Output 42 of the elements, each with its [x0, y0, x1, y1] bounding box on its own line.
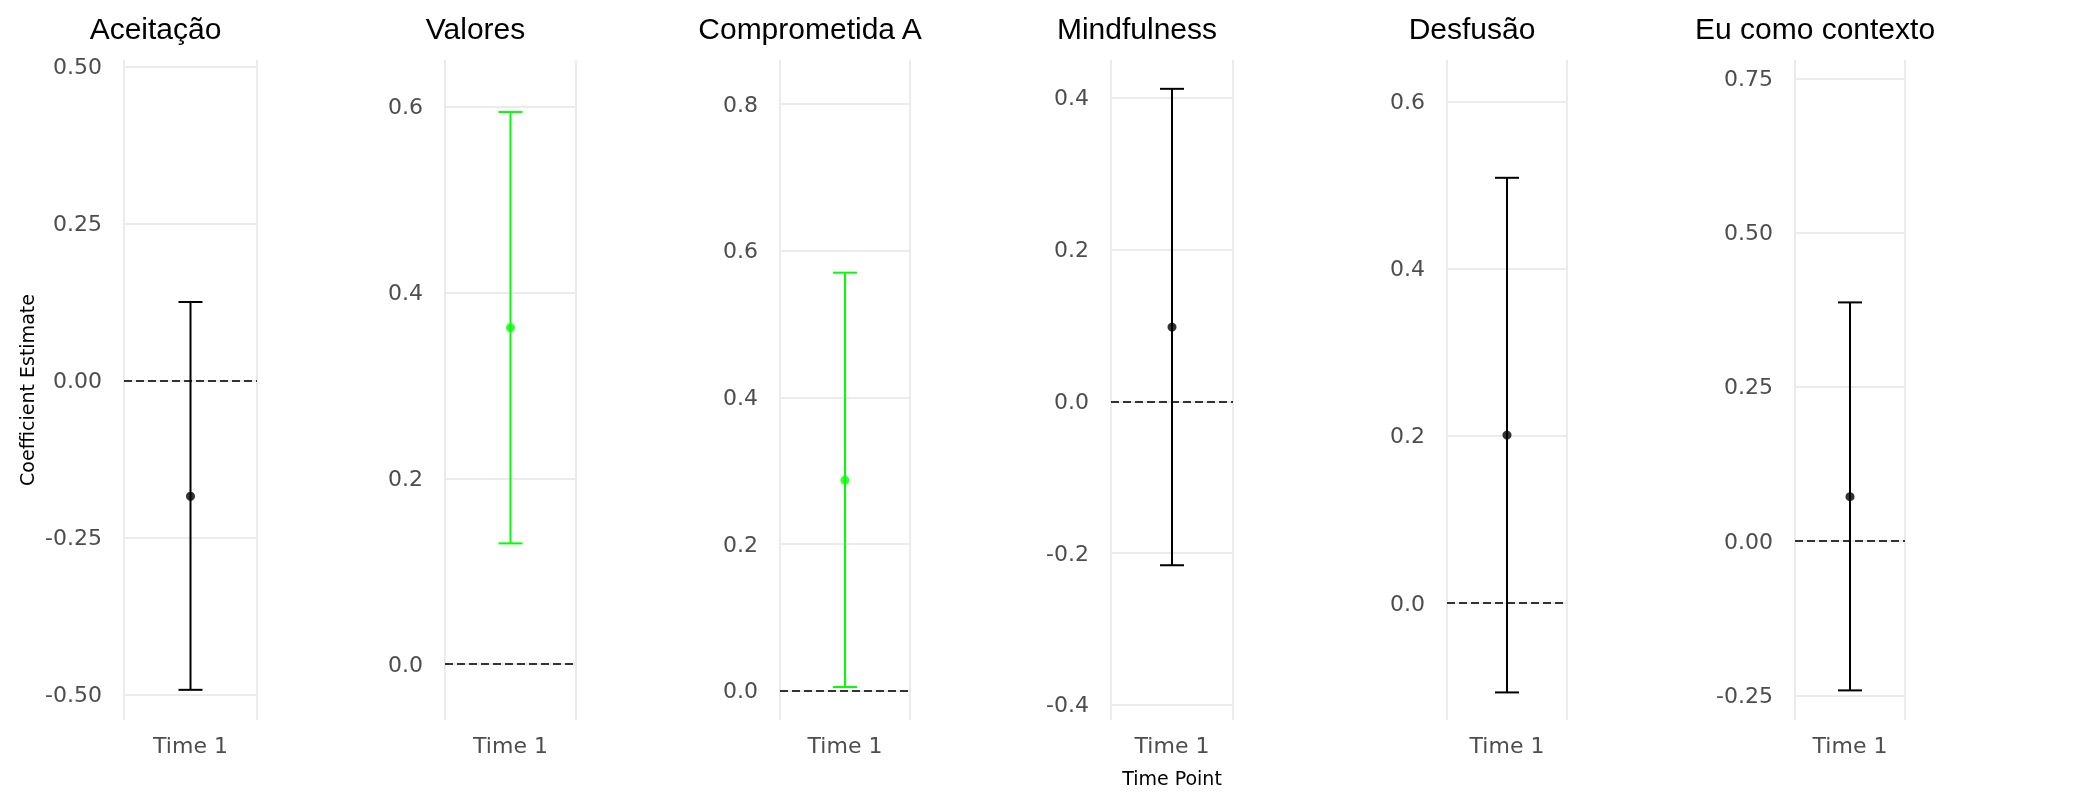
x-tick-label: Time 1 — [806, 732, 883, 758]
x-tick-label: Time 1 — [152, 732, 228, 758]
x-axis-title: Time Point — [1121, 766, 1222, 789]
x-tick-label: Time 1 — [472, 732, 548, 758]
y-tick-label: 0.4 — [723, 384, 758, 410]
y-tick-label: 0.0 — [1390, 590, 1425, 616]
y-tick-label: 0.2 — [1390, 423, 1425, 449]
y-tick-label: 0.6 — [1390, 89, 1425, 115]
y-tick-label: 0.2 — [1054, 237, 1089, 263]
y-tick-label: 0.0 — [1054, 388, 1089, 414]
y-tick-label: 0.50 — [1724, 220, 1773, 246]
y-tick-label: 0.6 — [388, 93, 423, 119]
chart-title: Eu como contexto — [1694, 11, 1936, 45]
y-tick-label: 0.8 — [723, 91, 758, 117]
y-axis-title: Coefficient Estimate — [15, 294, 38, 486]
y-tick-label: 0.0 — [388, 651, 423, 677]
y-tick-label: 0.6 — [723, 238, 758, 264]
x-tick-label: Time 1 — [1811, 732, 1888, 758]
y-tick-label: -0.25 — [1716, 682, 1773, 708]
chart-title: Valores — [425, 11, 526, 45]
y-tick-label: 0.2 — [723, 531, 758, 557]
chart-title: Desfusão — [1408, 11, 1536, 45]
y-tick-label: 0.2 — [388, 465, 423, 491]
y-tick-label: 0.4 — [1390, 256, 1425, 282]
x-tick-label: Time 1 — [1468, 732, 1545, 758]
y-tick-label: 0.00 — [53, 368, 102, 394]
x-tick-label: Time 1 — [1133, 732, 1210, 758]
y-tick-label: -0.2 — [1046, 540, 1089, 566]
chart-title: Aceitação — [89, 11, 222, 45]
y-tick-label: 0.0 — [723, 678, 758, 704]
chart-title: Mindfulness — [1056, 11, 1218, 45]
y-tick-label: 0.25 — [1724, 374, 1773, 400]
y-tick-label: 0.25 — [53, 210, 102, 236]
y-tick-label: -0.25 — [45, 525, 102, 551]
chart-title: Comprometida A — [698, 11, 922, 45]
y-tick-label: 0.4 — [388, 279, 423, 305]
y-tick-label: -0.4 — [1046, 692, 1089, 718]
y-tick-label: 0.00 — [1724, 528, 1773, 554]
y-tick-label: 0.50 — [53, 53, 102, 79]
y-tick-label: 0.4 — [1054, 85, 1089, 111]
y-tick-label: -0.50 — [45, 682, 102, 708]
y-tick-label: 0.75 — [1724, 66, 1773, 91]
